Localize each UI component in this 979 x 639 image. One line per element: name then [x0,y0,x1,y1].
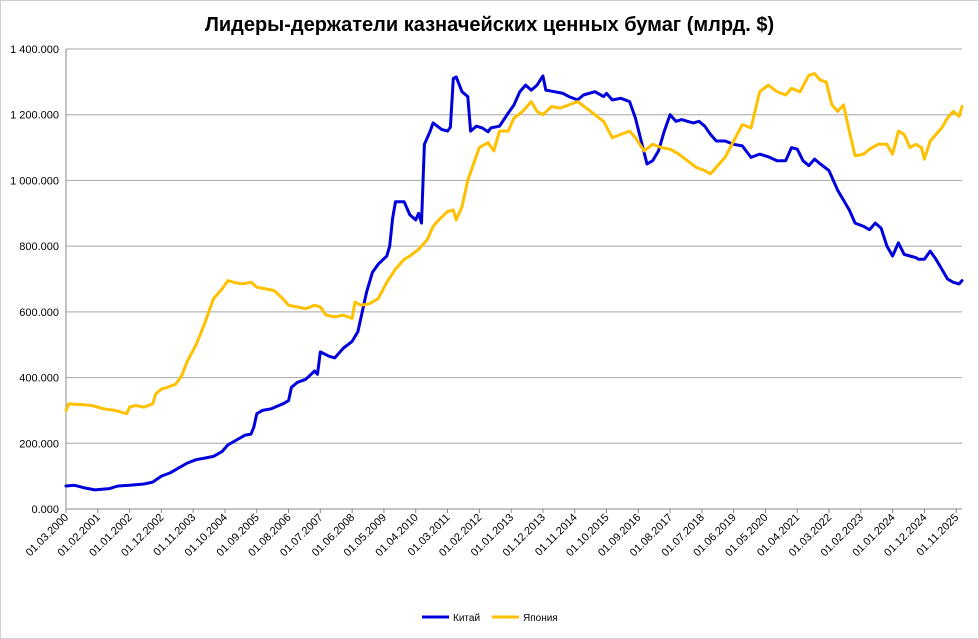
series-line [64,74,964,492]
series-line [64,72,964,416]
legend-label: Япония [523,613,558,624]
y-tick-label: 400.000 [19,373,59,385]
y-tick-label: 0.000 [31,504,59,516]
chart-title: Лидеры-держатели казначейских ценных бум… [204,14,775,36]
y-tick-label: 600.000 [19,307,59,319]
y-axis-ticks: 0.000 200.000 400.000 600.000 800.000 1 000.0… [10,44,59,516]
legend-label: Китай [453,613,480,624]
legend: Китай Япония [422,613,558,624]
y-tick-label: 1 200.000 [10,110,59,122]
y-tick-label: 200.000 [19,438,59,450]
series-lines [64,72,964,492]
y-tick-label: 1 000.000 [10,175,59,187]
gridlines [65,48,962,510]
y-tick-label: 1 400.000 [10,44,59,56]
x-axis-ticks: 01.03.200001.02.200101.01.200201.12.2002… [24,509,961,559]
y-tick-label: 800.000 [19,241,59,253]
